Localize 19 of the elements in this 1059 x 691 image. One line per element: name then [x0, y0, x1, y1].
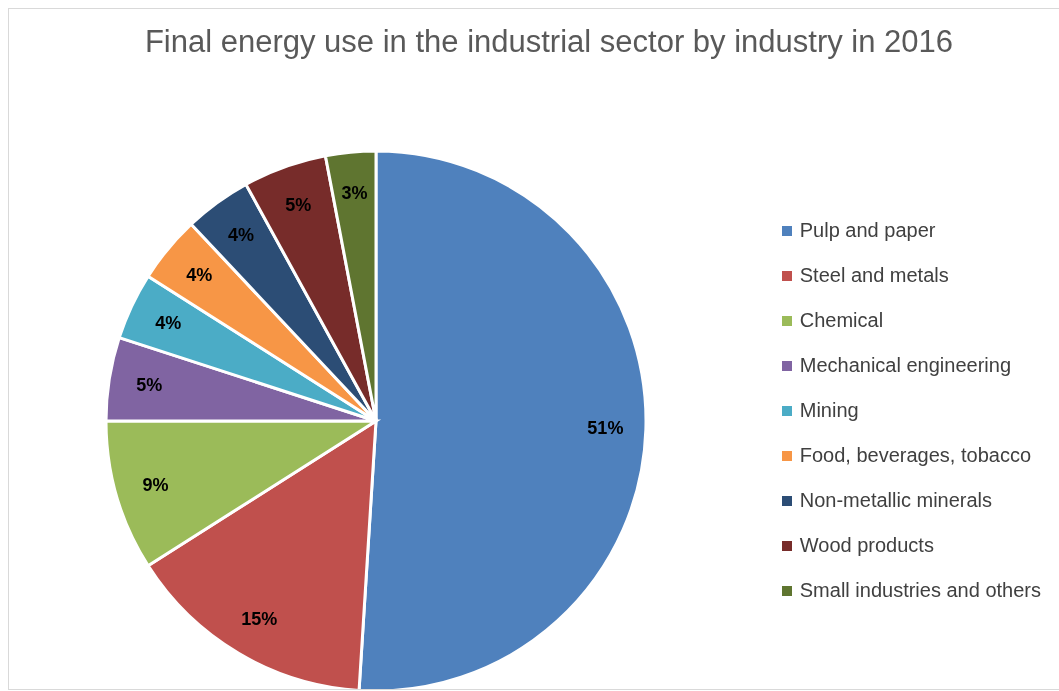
legend-label: Pulp and paper: [799, 219, 936, 242]
legend-label: Mechanical engineering: [799, 354, 1012, 377]
data-label: 51%: [587, 418, 624, 439]
chart-title: Final energy use in the industrial sector by industry in 2016: [143, 23, 955, 61]
legend-label: Chemical: [799, 309, 884, 332]
data-label: 4%: [186, 264, 213, 285]
data-label: 5%: [285, 195, 312, 216]
legend-label: Non-metallic minerals: [799, 489, 993, 512]
data-label: 4%: [228, 225, 255, 246]
legend-label: Steel and metals: [799, 264, 949, 287]
data-label: 4%: [155, 313, 182, 334]
data-label: 5%: [136, 375, 163, 396]
data-label: 3%: [341, 182, 368, 203]
data-label: 15%: [241, 608, 278, 629]
legend-label: Food, beverages, tobacco: [799, 444, 1032, 467]
legend-label: Small industries and others: [799, 579, 1041, 602]
legend-label: Wood products: [799, 534, 934, 557]
data-label: 9%: [142, 475, 169, 496]
legend-label: Mining: [799, 399, 859, 422]
